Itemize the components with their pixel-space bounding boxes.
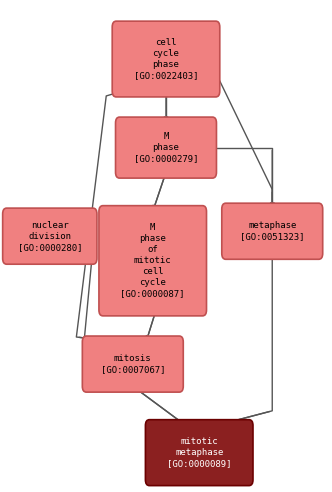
FancyBboxPatch shape [3,208,97,264]
Text: mitosis
[GO:0007067]: mitosis [GO:0007067] [101,354,165,374]
FancyBboxPatch shape [112,21,220,97]
FancyBboxPatch shape [99,206,207,316]
Text: metaphase
[GO:0051323]: metaphase [GO:0051323] [240,221,304,241]
FancyBboxPatch shape [222,203,323,259]
FancyBboxPatch shape [82,336,183,392]
Text: cell
cycle
phase
[GO:0022403]: cell cycle phase [GO:0022403] [134,38,198,80]
FancyBboxPatch shape [116,117,216,178]
Text: nuclear
division
[GO:0000280]: nuclear division [GO:0000280] [18,220,82,252]
Text: mitotic
metaphase
[GO:0000089]: mitotic metaphase [GO:0000089] [167,437,231,468]
Text: M
phase
of
mitotic
cell
cycle
[GO:0000087]: M phase of mitotic cell cycle [GO:000008… [121,223,185,299]
FancyBboxPatch shape [145,420,253,486]
Text: M
phase
[GO:0000279]: M phase [GO:0000279] [134,132,198,163]
